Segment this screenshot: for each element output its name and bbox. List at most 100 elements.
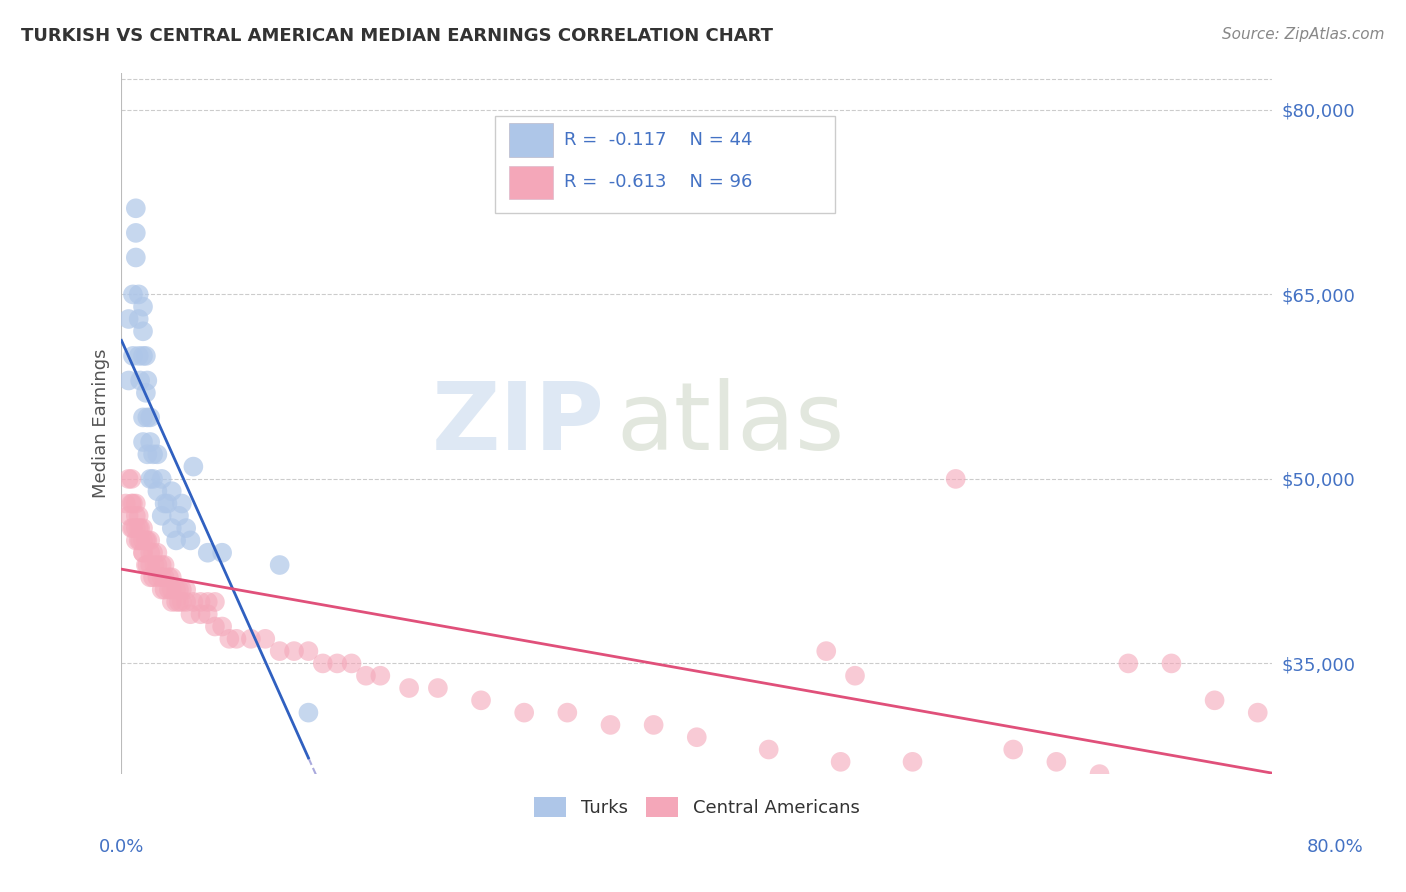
Point: [179, 533, 201, 548]
Point: [297, 706, 319, 720]
Point: [142, 546, 165, 560]
Point: [758, 742, 780, 756]
Point: [179, 607, 201, 622]
FancyBboxPatch shape: [509, 123, 553, 157]
Point: [283, 644, 305, 658]
Point: [121, 472, 143, 486]
Point: [146, 546, 169, 560]
Text: 0.0%: 0.0%: [98, 838, 143, 856]
Point: [153, 582, 176, 597]
Point: [139, 435, 162, 450]
Point: [174, 521, 197, 535]
Point: [398, 681, 420, 695]
Point: [150, 508, 173, 523]
Point: [599, 718, 621, 732]
Point: [128, 349, 150, 363]
Point: [340, 657, 363, 671]
Point: [1247, 706, 1270, 720]
Point: [139, 558, 162, 572]
Point: [128, 312, 150, 326]
Point: [150, 570, 173, 584]
Point: [136, 533, 159, 548]
Text: TURKISH VS CENTRAL AMERICAN MEDIAN EARNINGS CORRELATION CHART: TURKISH VS CENTRAL AMERICAN MEDIAN EARNI…: [21, 27, 773, 45]
Point: [132, 546, 155, 560]
Point: [135, 349, 157, 363]
Point: [204, 595, 226, 609]
Point: [160, 521, 183, 535]
Point: [142, 447, 165, 461]
Point: [225, 632, 247, 646]
Point: [160, 570, 183, 584]
Point: [125, 521, 148, 535]
Text: Source: ZipAtlas.com: Source: ZipAtlas.com: [1222, 27, 1385, 42]
Point: [1204, 693, 1226, 707]
Point: [239, 632, 262, 646]
Point: [122, 496, 145, 510]
Point: [132, 435, 155, 450]
Point: [197, 607, 219, 622]
Point: [945, 472, 967, 486]
Point: [150, 472, 173, 486]
Point: [174, 582, 197, 597]
Point: [146, 570, 169, 584]
Point: [830, 755, 852, 769]
Point: [165, 595, 187, 609]
Point: [150, 558, 173, 572]
Point: [157, 582, 180, 597]
Point: [125, 533, 148, 548]
Point: [139, 546, 162, 560]
Point: [129, 374, 152, 388]
Point: [211, 546, 233, 560]
Point: [136, 374, 159, 388]
Point: [165, 533, 187, 548]
Point: [901, 755, 924, 769]
Point: [160, 484, 183, 499]
Point: [136, 410, 159, 425]
Point: [1088, 767, 1111, 781]
Point: [139, 410, 162, 425]
Point: [844, 669, 866, 683]
Point: [326, 657, 349, 671]
Point: [165, 582, 187, 597]
Point: [132, 324, 155, 338]
Point: [167, 595, 190, 609]
Point: [125, 226, 148, 240]
Point: [132, 300, 155, 314]
Point: [121, 521, 143, 535]
Point: [183, 459, 205, 474]
Text: R =  -0.613    N = 96: R = -0.613 N = 96: [564, 173, 752, 191]
FancyBboxPatch shape: [495, 117, 835, 213]
Point: [129, 521, 152, 535]
Point: [470, 693, 492, 707]
Point: [354, 669, 377, 683]
Point: [135, 558, 157, 572]
Point: [557, 706, 579, 720]
Point: [128, 533, 150, 548]
Point: [117, 312, 139, 326]
Point: [197, 595, 219, 609]
Point: [269, 644, 291, 658]
Point: [197, 546, 219, 560]
Point: [190, 607, 212, 622]
Point: [312, 657, 335, 671]
Y-axis label: Median Earnings: Median Earnings: [93, 349, 110, 499]
Point: [125, 251, 148, 265]
Point: [128, 521, 150, 535]
Point: [142, 570, 165, 584]
Point: [160, 595, 183, 609]
Point: [136, 558, 159, 572]
Point: [211, 619, 233, 633]
Point: [122, 287, 145, 301]
FancyBboxPatch shape: [509, 166, 553, 199]
Point: [254, 632, 277, 646]
Point: [132, 349, 155, 363]
Point: [183, 595, 205, 609]
Point: [117, 508, 139, 523]
Point: [146, 558, 169, 572]
Text: ZIP: ZIP: [432, 377, 605, 469]
Point: [170, 496, 193, 510]
Point: [125, 202, 148, 216]
Point: [426, 681, 449, 695]
Point: [128, 508, 150, 523]
Point: [167, 582, 190, 597]
